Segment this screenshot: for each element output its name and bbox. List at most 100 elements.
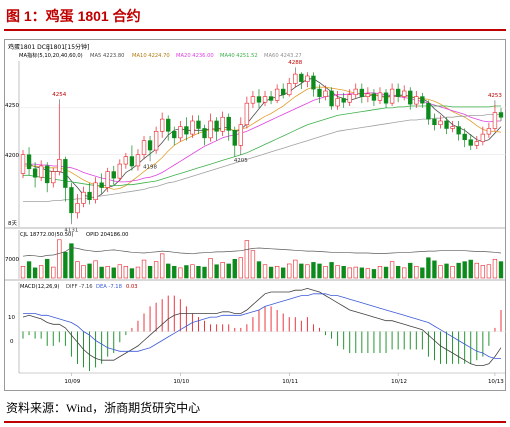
- candle-body: [389, 88, 395, 104]
- candle: [159, 112, 165, 138]
- volume-bar: [377, 266, 383, 279]
- volume-bar: [389, 261, 395, 279]
- candle: [75, 194, 80, 219]
- candle-body: [414, 96, 419, 105]
- volume-bar: [87, 263, 92, 279]
- candle-body: [268, 96, 274, 101]
- candle: [208, 113, 213, 142]
- candle-body: [256, 96, 262, 103]
- volume-bar: [159, 253, 165, 279]
- x-tick-label: 10/12: [391, 379, 407, 385]
- source-note: 资料来源：Wind，浙商期货研究中心: [6, 401, 201, 415]
- candle-body: [317, 88, 322, 97]
- candle: [383, 89, 389, 108]
- candle: [438, 115, 443, 129]
- candle: [420, 92, 425, 108]
- candle-body: [456, 126, 461, 135]
- candle: [141, 135, 147, 160]
- volume-bar: [32, 267, 38, 279]
- candle-body: [63, 159, 68, 188]
- volume-bar: [45, 258, 50, 279]
- candle-body: [111, 171, 116, 179]
- volume-bar: [311, 262, 316, 279]
- volume-bar: [75, 261, 80, 279]
- candle: [45, 162, 50, 193]
- volume-bar: [226, 263, 231, 279]
- volume-bar: [432, 260, 437, 279]
- candle: [220, 111, 225, 136]
- candle-body: [480, 133, 486, 142]
- candle-body: [402, 90, 407, 97]
- price-tick-4250: 4250: [5, 103, 19, 109]
- candle-body: [190, 120, 195, 135]
- candle: [474, 135, 479, 150]
- volume-bar: [57, 239, 62, 279]
- instrument-label: 鸡蛋1801 DCE: [8, 43, 50, 51]
- period-label: J1801[15分钟]: [47, 43, 89, 51]
- annotation-label: 4288: [288, 60, 302, 66]
- volume-bar: [153, 261, 159, 279]
- candle-body: [383, 92, 389, 104]
- candle: [99, 173, 104, 195]
- volume-bar: [69, 243, 74, 279]
- x-axis-labels: 10/09 10/10 10/11 10/12 10/13: [64, 373, 504, 385]
- volume-bar: [256, 261, 262, 279]
- macd-lines: [22, 287, 502, 367]
- dea-label: DEA -7.18: [96, 284, 122, 290]
- price-tick-4200: 4200: [5, 153, 19, 159]
- ma-indicator-label: MA指标(5,10,20,40,60,0): [19, 51, 83, 59]
- volume-bar: [456, 262, 461, 279]
- candle: [202, 124, 207, 146]
- candle: [432, 113, 437, 131]
- x-tick-label: 10/09: [64, 379, 80, 385]
- volume-bars: [20, 239, 504, 279]
- candle: [51, 167, 56, 188]
- candle-body: [159, 118, 165, 132]
- annotation-label: 4198: [143, 165, 157, 171]
- candle-body: [329, 90, 334, 107]
- candle: [123, 152, 129, 169]
- volume-header: CJL 18772.00(50.50): [20, 232, 73, 238]
- candle: [317, 84, 322, 104]
- volume-bar: [293, 259, 298, 279]
- candle-body: [341, 98, 346, 103]
- candle-body: [147, 140, 153, 151]
- volume-bar: [51, 266, 56, 279]
- macd-tick-10: 10: [8, 315, 15, 321]
- candle: [299, 72, 304, 90]
- volume-bar: [172, 266, 177, 279]
- figure-title: 图 1：鸡蛋 1801 合约: [6, 8, 141, 24]
- candle-body: [293, 73, 298, 84]
- candle-body: [226, 116, 231, 131]
- candle: [468, 134, 473, 151]
- volume-bar: [371, 269, 377, 279]
- candles: [20, 72, 504, 220]
- candle: [371, 89, 377, 106]
- candle-body: [250, 96, 256, 104]
- ma-line-ma10: [23, 86, 502, 190]
- opi-polyline: [22, 247, 502, 257]
- candle-body: [208, 120, 213, 139]
- volume-bar: [250, 250, 256, 279]
- candle-body: [123, 156, 129, 165]
- candle: [408, 87, 413, 110]
- dif-line: [22, 287, 502, 367]
- candle-body: [238, 124, 243, 146]
- candle-body: [492, 112, 498, 129]
- price-annotations: 4254 4131 4198 4288 4253 4205: [52, 60, 502, 233]
- candle: [365, 87, 371, 103]
- candle-body: [117, 163, 122, 179]
- candle: [81, 186, 86, 208]
- candle-body: [38, 165, 44, 178]
- candle: [456, 120, 461, 141]
- volume-bar: [93, 260, 98, 279]
- volume-bar: [147, 266, 153, 279]
- candle-body: [486, 128, 492, 135]
- candle-body: [395, 88, 401, 97]
- volume-bar: [335, 265, 340, 279]
- volume-bar: [220, 262, 225, 279]
- volume-bar: [141, 259, 147, 279]
- volume-bar: [323, 266, 328, 279]
- price-grid: [19, 107, 506, 155]
- candle: [335, 90, 340, 110]
